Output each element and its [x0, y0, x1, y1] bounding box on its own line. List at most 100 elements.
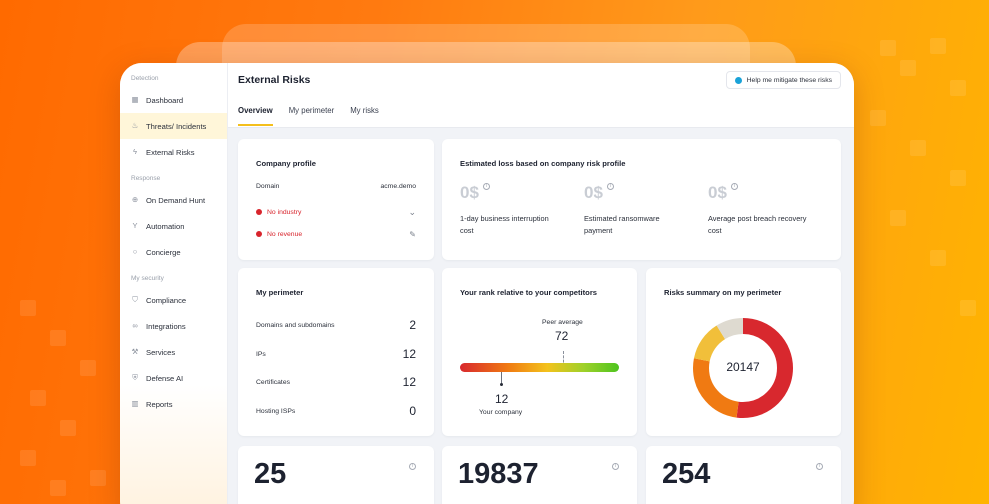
- shield-check-icon: ⛉: [132, 295, 138, 304]
- revenue-value: No revenue: [267, 231, 303, 238]
- loss-value: 0$: [584, 183, 603, 202]
- sidebar-item-services[interactable]: ⚒ Services: [120, 339, 227, 365]
- sidebar-item-threats-incidents[interactable]: ♨ Threats/ Incidents: [120, 113, 227, 139]
- company-profile-title: Company profile: [256, 159, 316, 168]
- peer-average-label: Peer average: [542, 319, 583, 326]
- sidebar-section-detection: Detection: [131, 75, 159, 82]
- sidebar-item-label: Integrations: [146, 321, 186, 331]
- loss-item-interruption: 0$ i 1-day business interruption cost: [460, 183, 570, 237]
- sidebar-item-label: Threats/ Incidents: [146, 121, 207, 131]
- perimeter-label: Domains and subdomains: [256, 321, 335, 329]
- edit-pencil-icon[interactable]: ✎: [409, 230, 416, 239]
- chevron-down-icon[interactable]: ⌄: [408, 207, 416, 217]
- revenue-row[interactable]: No revenue ✎: [256, 230, 416, 239]
- chat-icon: ○: [132, 247, 138, 256]
- chat-bubble-icon: [734, 76, 742, 84]
- perimeter-row-certificates: Certificates 12: [256, 375, 416, 389]
- tab-bar: Overview My perimeter My risks: [238, 106, 395, 126]
- company-marker-dot: [500, 383, 504, 386]
- industry-row[interactable]: No industry ⌄: [256, 207, 416, 218]
- sidebar-item-external-risks[interactable]: ϟ External Risks: [120, 139, 227, 165]
- loss-label: 1-day business interruption cost: [460, 214, 549, 235]
- sidebar-item-label: Services: [146, 347, 176, 357]
- risks-total-value: 20147: [726, 360, 760, 374]
- perimeter-label: Certificates: [256, 378, 290, 386]
- risks-summary-card: Risks summary on my perimeter 20147: [646, 268, 841, 436]
- wrench-icon: ⚒: [131, 347, 139, 356]
- risks-donut-chart: [693, 318, 793, 418]
- sidebar-section-my-security: My security: [131, 275, 164, 282]
- tab-my-risks[interactable]: My risks: [350, 106, 379, 115]
- help-mitigate-label: Help me mitigate these risks: [746, 76, 832, 84]
- perimeter-row-domains: Domains and subdomains 2: [256, 318, 416, 332]
- sidebar-item-on-demand-hunt[interactable]: ⊕ On Demand Hunt: [120, 187, 227, 213]
- company-rank-label: Your company: [479, 409, 523, 416]
- donut-segment-2[interactable]: [693, 318, 793, 418]
- perimeter-row-ips: IPs 12: [256, 347, 416, 361]
- my-perimeter-title: My perimeter: [256, 288, 304, 297]
- info-icon[interactable]: i: [612, 463, 619, 470]
- loss-label: Average post breach recovery cost: [708, 214, 807, 235]
- sidebar-item-label: Dashboard: [146, 95, 184, 105]
- peer-marker-line: [563, 351, 565, 367]
- perimeter-label: Hosting ISPs: [256, 407, 296, 415]
- info-icon[interactable]: i: [482, 183, 490, 190]
- crosshair-icon: ⊕: [131, 195, 139, 204]
- main-content: External Risks Help me mitigate these ri…: [228, 63, 854, 504]
- loss-value: 0$: [460, 183, 479, 202]
- loss-item-ransomware: 0$ i Estimated ransomware payment: [584, 183, 694, 237]
- sidebar-item-compliance[interactable]: ⛉ Compliance: [120, 287, 227, 313]
- sidebar-item-label: Reports: [146, 399, 173, 409]
- sidebar-item-automation[interactable]: Y Automation: [120, 213, 227, 239]
- industry-status: No industry: [256, 209, 301, 216]
- help-mitigate-button[interactable]: Help me mitigate these risks: [725, 71, 841, 89]
- sidebar: Detection ▦ Dashboard ♨ Threats/ Inciden…: [120, 63, 228, 504]
- link-icon: ∞: [132, 321, 138, 330]
- perimeter-row-hosting: Hosting ISPs 0: [256, 404, 416, 418]
- info-icon[interactable]: i: [730, 183, 738, 190]
- sidebar-item-label: Concierge: [146, 247, 181, 257]
- my-perimeter-card: My perimeter Domains and subdomains 2 IP…: [238, 268, 434, 436]
- alert-dot-icon: [256, 231, 262, 238]
- domain-value: acme.demo: [380, 183, 416, 190]
- loss-item-recovery: 0$ i Average post breach recovery cost: [708, 183, 818, 237]
- info-icon[interactable]: i: [606, 183, 614, 190]
- donut-segment-4[interactable]: [693, 318, 793, 418]
- sidebar-item-label: Compliance: [146, 295, 187, 305]
- perimeter-value: 12: [402, 347, 416, 361]
- industry-value: No industry: [267, 209, 302, 216]
- sidebar-item-label: On Demand Hunt: [146, 195, 206, 205]
- tab-my-perimeter[interactable]: My perimeter: [288, 106, 335, 115]
- estimated-loss-title: Estimated loss based on company risk pro…: [460, 159, 626, 168]
- risks-summary-title: Risks summary on my perimeter: [664, 288, 782, 297]
- info-icon[interactable]: i: [409, 463, 416, 470]
- perimeter-label: IPs: [256, 350, 266, 358]
- sidebar-item-integrations[interactable]: ∞ Integrations: [120, 313, 227, 339]
- rank-title: Your rank relative to your competitors: [460, 288, 598, 297]
- estimated-loss-card: Estimated loss based on company risk pro…: [442, 139, 841, 260]
- shield-icon: ⛨: [132, 373, 138, 382]
- sidebar-item-dashboard[interactable]: ▦ Dashboard: [120, 87, 227, 113]
- sidebar-section-response: Response: [131, 175, 161, 182]
- sidebar-item-label: External Risks: [146, 147, 195, 157]
- sidebar-item-label: Defense AI: [146, 373, 184, 383]
- company-marker-line: [501, 372, 503, 386]
- app-window: Detection ▦ Dashboard ♨ Threats/ Inciden…: [120, 63, 854, 504]
- fire-icon: ♨: [131, 121, 139, 130]
- loss-value: 0$: [708, 183, 727, 202]
- perimeter-value: 12: [402, 375, 416, 389]
- sidebar-item-defense-ai[interactable]: ⛨ Defense AI: [120, 365, 227, 391]
- stat-card-3: 254 i: [646, 446, 841, 504]
- info-icon[interactable]: i: [816, 463, 823, 470]
- company-rank-value: 12: [495, 392, 509, 406]
- peer-average-value: 72: [555, 329, 569, 343]
- sidebar-item-concierge[interactable]: ○ Concierge: [120, 239, 227, 265]
- stat-value: 25: [254, 458, 287, 490]
- sidebar-item-reports[interactable]: ▥ Reports: [120, 391, 227, 417]
- top-bar: External Risks Help me mitigate these ri…: [228, 63, 854, 128]
- stat-card-2: 19837 i: [442, 446, 637, 504]
- perimeter-value: 0: [409, 404, 416, 418]
- domain-row: Domain acme.demo: [256, 183, 416, 190]
- tab-overview[interactable]: Overview: [238, 106, 273, 126]
